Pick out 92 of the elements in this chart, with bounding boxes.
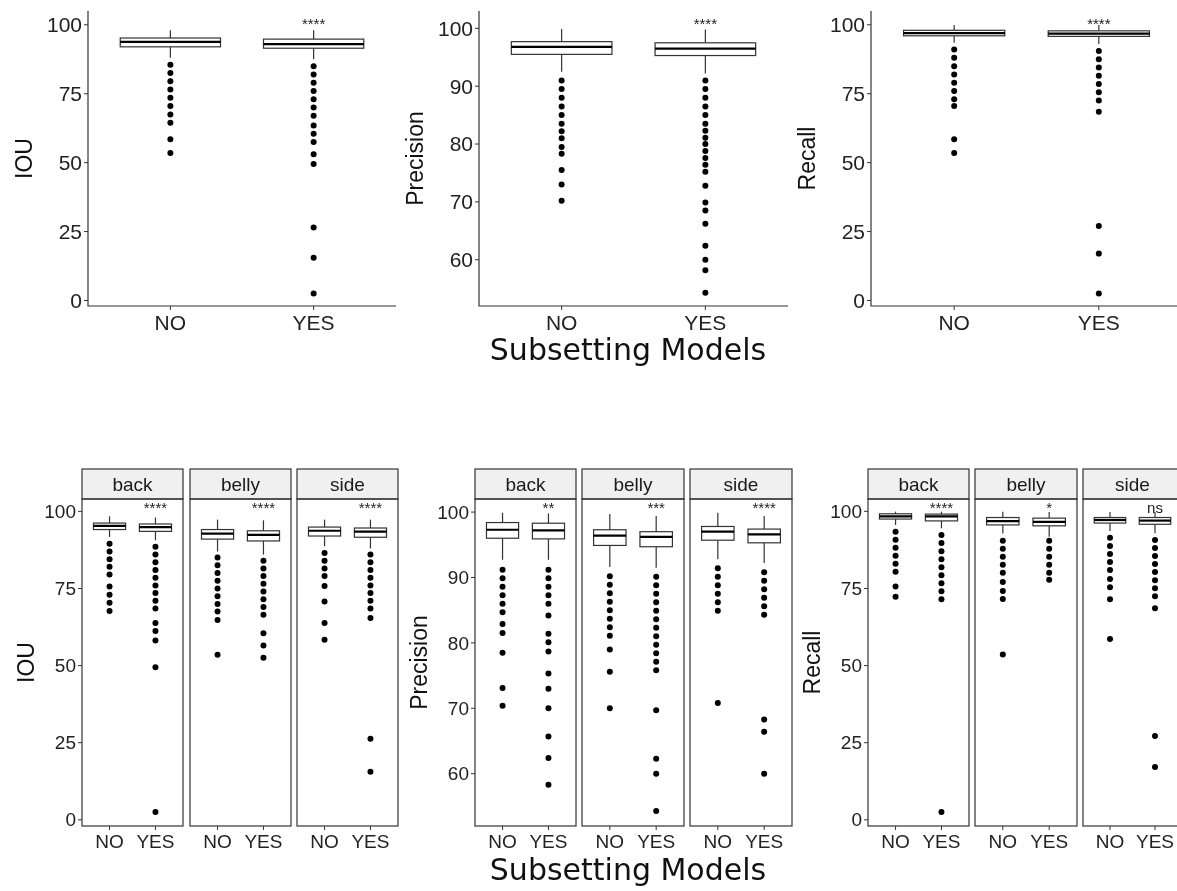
- x-tick-label: YES: [745, 831, 784, 853]
- y-tick-label: 50: [54, 655, 76, 677]
- x-tick-label: YES: [637, 831, 676, 853]
- x-tick-label: YES: [1030, 831, 1069, 853]
- chart-title: back: [112, 474, 154, 495]
- y-axis-title: IOU: [13, 642, 39, 683]
- y-tick-label: 25: [58, 219, 82, 243]
- chart-title: back: [505, 474, 547, 495]
- y-tick-label: 90: [449, 74, 473, 98]
- chart-title: back: [898, 474, 940, 495]
- y-tick-label: 50: [840, 655, 862, 677]
- x-tick-label: NO: [988, 831, 1018, 853]
- x-tick-label: NO: [881, 831, 910, 853]
- y-tick-label: 75: [840, 578, 862, 600]
- chart-title: belly: [220, 474, 261, 495]
- y-tick-label: 60: [447, 763, 469, 785]
- y-tick-label: 0: [70, 288, 82, 312]
- y-tick-label: 0: [853, 288, 865, 312]
- y-tick-label: 0: [851, 809, 862, 831]
- y-tick-label: 100: [437, 16, 473, 40]
- x-tick-label: NO: [703, 831, 733, 853]
- chart-title: side: [330, 474, 365, 495]
- x-tick-label: NO: [595, 831, 625, 853]
- y-tick-label: 50: [58, 150, 82, 174]
- y-tick-label: 75: [841, 82, 865, 106]
- annotation: *: [1046, 498, 1053, 516]
- annotation: ****: [752, 498, 777, 516]
- y-tick-label: 100: [830, 500, 862, 522]
- facet-strip: back: [867, 468, 970, 500]
- x-tick-label: NO: [154, 310, 187, 334]
- y-tick-label: 100: [437, 501, 469, 523]
- x-tick-label: NO: [203, 831, 232, 853]
- facet-strip: side: [296, 468, 399, 500]
- facet-strip: side: [1082, 468, 1177, 500]
- annotation: ****: [693, 14, 718, 32]
- x-tick-label: NO: [488, 831, 517, 853]
- x-tick-label: YES: [351, 831, 390, 853]
- y-tick-label: 100: [829, 13, 865, 37]
- annotation: ****: [143, 498, 168, 516]
- y-tick-label: 25: [841, 219, 865, 243]
- y-tick-label: 0: [65, 809, 76, 831]
- facet-strip: belly: [581, 468, 685, 500]
- y-tick-label: 50: [841, 150, 865, 174]
- facet-strip: back: [81, 468, 184, 500]
- y-axis-title: Recall: [794, 126, 820, 191]
- x-tick-label: YES: [244, 831, 283, 853]
- chart-title: side: [723, 474, 759, 495]
- x-tick-label: NO: [1095, 831, 1125, 853]
- y-axis-title: IOU: [11, 138, 37, 179]
- annotation: ****: [301, 14, 326, 32]
- y-tick-label: 90: [447, 567, 469, 589]
- facet-strip: belly: [189, 468, 292, 500]
- x-tick-label: YES: [1135, 831, 1175, 853]
- x-axis-title: Subsetting Models: [489, 852, 767, 887]
- annotation: ***: [647, 498, 666, 516]
- x-tick-label: YES: [292, 310, 335, 334]
- chart-title: side: [1115, 474, 1150, 495]
- y-tick-label: 70: [449, 190, 473, 214]
- facet-strip: back: [474, 468, 577, 500]
- chart-title: belly: [1006, 474, 1047, 495]
- x-tick-label: YES: [684, 310, 727, 334]
- y-tick-label: 60: [449, 248, 473, 272]
- chart-title: belly: [613, 474, 654, 495]
- annotation: ****: [1087, 14, 1111, 32]
- x-tick-label: NO: [95, 831, 124, 853]
- y-axis-title: Recall: [799, 630, 825, 695]
- x-tick-label: YES: [1077, 310, 1120, 334]
- y-tick-label: 75: [54, 578, 76, 600]
- annotation: **: [542, 498, 555, 516]
- x-axis-title: Subsetting Models: [489, 332, 767, 367]
- y-tick-label: 80: [447, 632, 469, 654]
- y-tick-label: 25: [840, 732, 862, 754]
- annotation: ****: [358, 498, 383, 516]
- y-tick-label: 100: [46, 13, 82, 37]
- annotation: ****: [929, 498, 954, 516]
- x-tick-label: NO: [938, 310, 970, 334]
- y-tick-label: 70: [447, 697, 469, 719]
- y-axis-title: Precision: [402, 111, 428, 206]
- facet-strip: belly: [974, 468, 1078, 500]
- x-tick-label: YES: [922, 831, 961, 853]
- annotation: ns: [1147, 498, 1163, 516]
- y-axis-title: Precision: [406, 615, 432, 710]
- y-tick-label: 25: [54, 732, 76, 754]
- annotation: ****: [251, 498, 276, 516]
- x-tick-label: NO: [310, 831, 339, 853]
- facet-strip: side: [689, 468, 793, 500]
- y-tick-label: 80: [449, 132, 473, 156]
- y-tick-label: 100: [44, 500, 76, 522]
- y-tick-label: 75: [58, 82, 82, 106]
- x-tick-label: NO: [545, 310, 578, 334]
- x-tick-label: YES: [136, 831, 175, 853]
- x-tick-label: YES: [529, 831, 568, 853]
